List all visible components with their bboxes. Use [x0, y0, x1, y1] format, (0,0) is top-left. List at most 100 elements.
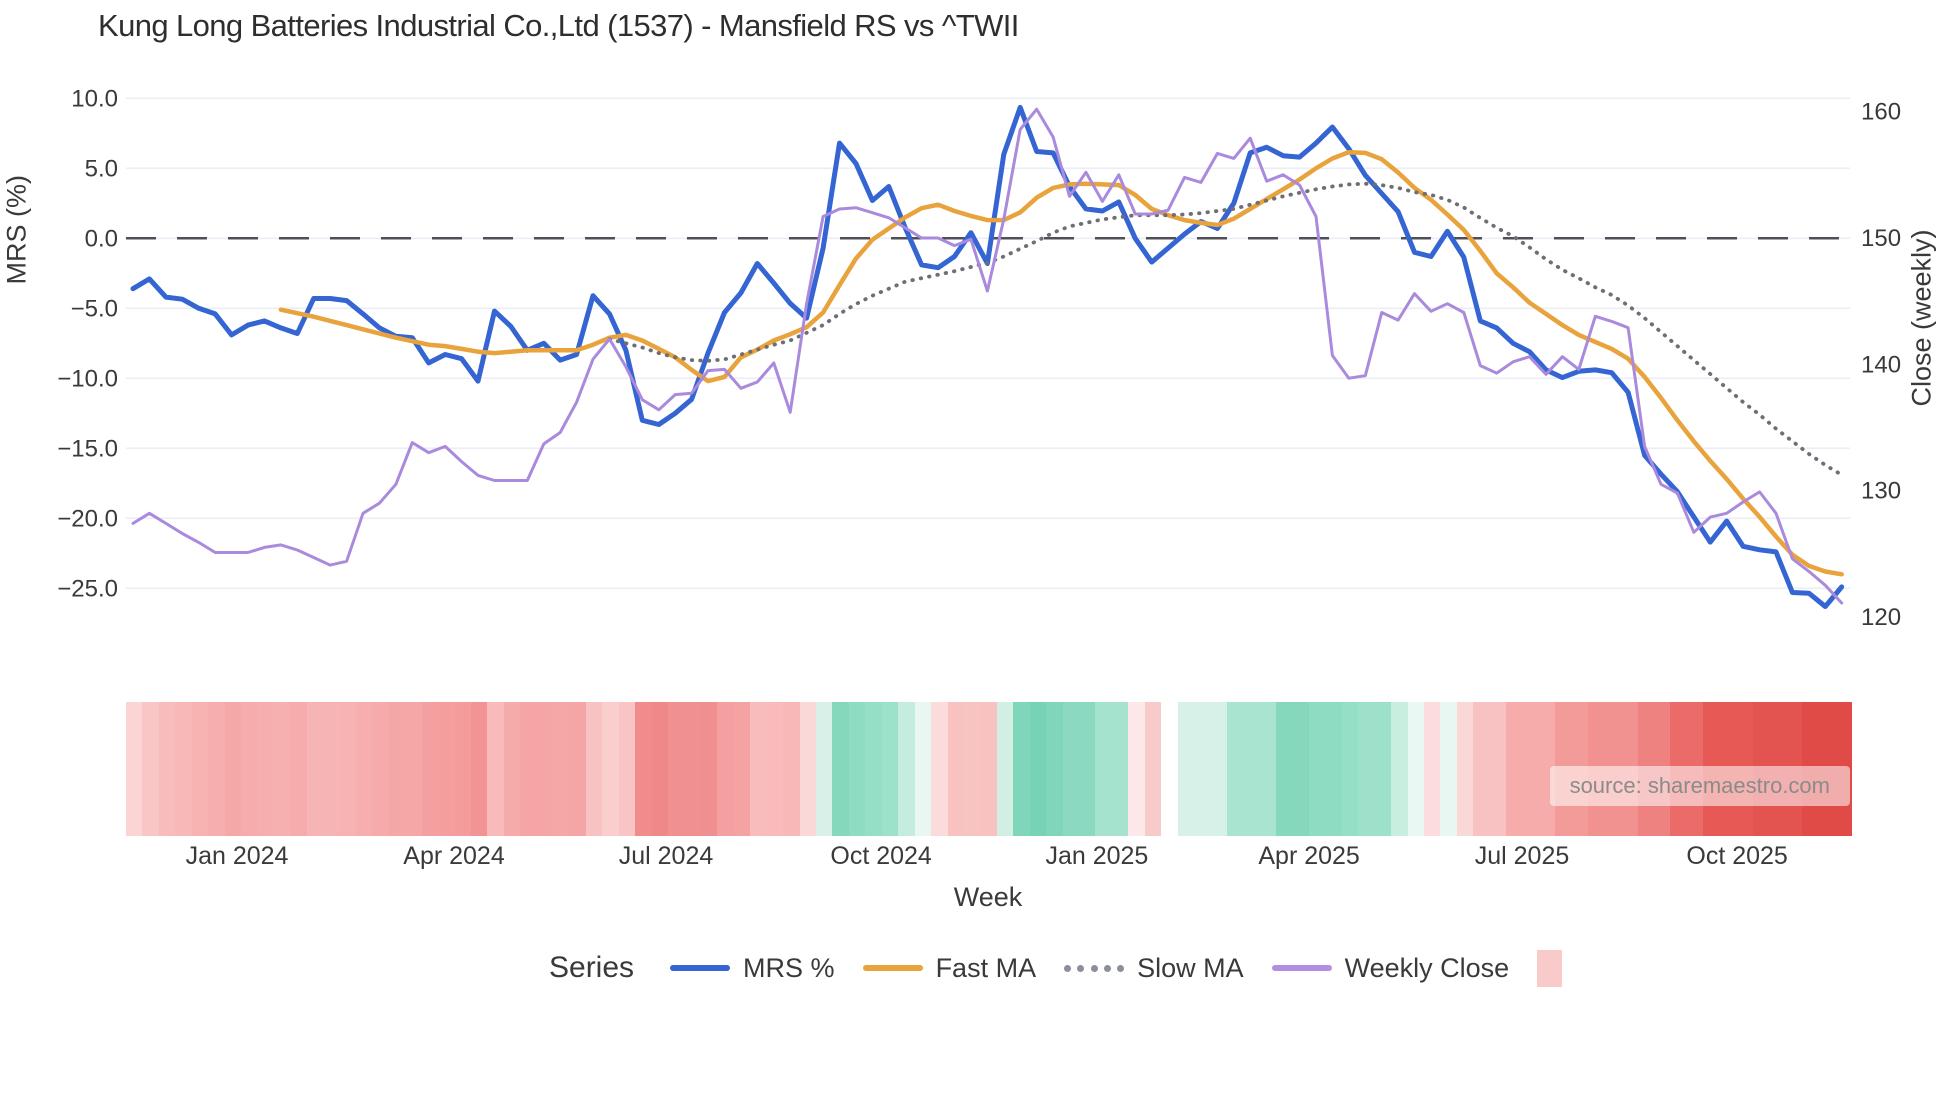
heat-strip-cell — [1473, 702, 1491, 836]
heat-strip-cell — [438, 702, 456, 836]
heat-strip-cell — [701, 702, 719, 836]
heat-strip-cell — [126, 702, 144, 836]
heat-strip-cell — [1111, 702, 1129, 836]
heat-strip-cell — [618, 702, 637, 836]
legend-item-label: Weekly Close — [1344, 952, 1510, 983]
heat-strip-cell — [569, 702, 587, 836]
heat-strip-cell — [1276, 702, 1294, 836]
heat-strip-cell — [224, 702, 242, 836]
x-axis-title: Week — [953, 882, 1023, 912]
heat-strip-cell — [1078, 702, 1097, 836]
heat-swatch-icon — [1537, 949, 1563, 987]
x-tick-labels: Jan 2024 Apr 2024 Jul 2024 Oct 2024 Jan 2025… — [0, 842, 1960, 874]
y-right-tick-label: 150 — [1861, 225, 1901, 252]
legend-item-label: Fast MA — [935, 952, 1037, 983]
heat-strip-cell — [1506, 702, 1524, 836]
heat-strip-cell — [1046, 702, 1064, 836]
line-swatch-icon — [1271, 965, 1332, 971]
fast-ma-line — [278, 149, 1844, 577]
heat-strip-cell — [651, 702, 669, 836]
heat-strip-cell — [487, 702, 505, 836]
heat-strip-cell — [832, 702, 850, 836]
heat-strip-cell — [1325, 702, 1343, 836]
x-tick-label: Oct 2025 — [1686, 842, 1788, 870]
heat-strip-cell — [947, 702, 965, 836]
y-left-tick-label: −25.0 — [57, 575, 118, 602]
slow-ma-line — [607, 181, 1844, 477]
legend-item-weekly-close: Weekly Close — [1271, 952, 1510, 984]
heat-strip-cell — [273, 702, 291, 836]
heat-strip-cell — [1407, 702, 1425, 836]
y-right-tick-label: 130 — [1861, 478, 1901, 505]
heat-strip-cell — [1391, 702, 1409, 836]
heat-strip-cell — [158, 702, 176, 836]
heat-strip-cell — [963, 702, 982, 836]
x-tick-label: Jul 2025 — [1474, 842, 1570, 870]
x-tick-label: Jul 2024 — [618, 842, 714, 870]
heat-strip-cell — [1456, 702, 1474, 836]
heat-strip-cell — [1259, 702, 1277, 836]
heat-strip-cell — [306, 702, 324, 836]
heat-strip-cell — [241, 702, 259, 836]
line-swatch-icon — [862, 965, 923, 971]
heat-strip-cell — [1374, 702, 1392, 836]
x-tick-label: Apr 2025 — [1258, 842, 1360, 870]
heat-strip-cell — [881, 702, 899, 836]
y-axis-right-title: Close (weekly) — [1906, 229, 1937, 407]
heat-strip-cell — [1341, 702, 1359, 836]
line-swatch-icon — [1064, 964, 1125, 972]
heat-strip-cell — [1177, 702, 1195, 836]
heat-strip-cell — [1243, 702, 1261, 836]
mrs-line — [130, 104, 1845, 609]
heat-strip-cell — [1423, 702, 1442, 836]
heat-strip-cell — [717, 702, 735, 836]
legend-item-fast-ma: Fast MA — [862, 952, 1037, 984]
heat-strip-cell — [356, 702, 374, 836]
weekly-close-line — [131, 107, 1844, 605]
y-left-tick-label: −5.0 — [71, 295, 118, 322]
y-left-tick-label: 5.0 — [85, 155, 118, 182]
heat-strip-cell — [586, 702, 604, 836]
heat-strip-cell — [421, 702, 439, 836]
y-left-tick-label: 10.0 — [71, 85, 118, 112]
heat-strip-cell — [1226, 702, 1244, 836]
y-left-tick-label: −20.0 — [57, 505, 118, 532]
chart-title: Kung Long Batteries Industrial Co.,Ltd (… — [98, 8, 1019, 43]
x-tick-label: Apr 2024 — [403, 842, 505, 870]
heat-strip-cell — [553, 702, 571, 836]
heat-strip-cell — [1358, 702, 1376, 836]
heat-strip-cell — [1522, 702, 1540, 836]
heat-strip-cell — [668, 702, 686, 836]
heat-strip-cell — [996, 702, 1014, 836]
heat-strip-cell — [799, 702, 817, 836]
x-tick-label: Oct 2024 — [830, 842, 932, 870]
legend: Series MRS % Fast MA Slow MA Weekly Close — [549, 944, 1563, 992]
y-left-tick-label: −10.0 — [57, 365, 118, 392]
y-axis-left-title: MRS (%) — [1, 175, 32, 285]
heat-strip-cell — [142, 702, 160, 836]
heat-strip-cell — [1489, 702, 1507, 836]
legend-series-label: Series — [549, 951, 635, 984]
heat-strip-cell — [980, 702, 998, 836]
heat-strip-cell — [1161, 702, 1179, 836]
heat-strip-cell — [388, 702, 406, 836]
heat-strip-cell — [372, 702, 390, 836]
heat-strip-cell — [1308, 702, 1327, 836]
y-left-tick-label: 0.0 — [85, 225, 118, 252]
y-right-tick-label: 120 — [1861, 604, 1901, 631]
heat-strip-cell — [684, 702, 702, 836]
legend-item-label: Slow MA — [1137, 952, 1244, 983]
x-tick-label: Jan 2025 — [1045, 842, 1149, 870]
heat-strip-cell — [208, 702, 226, 836]
source-badge: source: sharemaestro.com — [1549, 766, 1850, 806]
x-tick-label: Jan 2024 — [185, 842, 289, 870]
heat-strip-cell — [257, 702, 275, 836]
heat-strip-cell — [520, 702, 538, 836]
heat-strip-cell — [471, 702, 489, 836]
plot-area: 10.0 5.0 0.0 −5.0 −10.0 −15.0 −20.0 −25.0 160 150… — [57, 85, 1901, 631]
heat-strip-cell — [1210, 702, 1228, 836]
heat-strip-cell — [783, 702, 801, 836]
heat-strip-cell — [1193, 702, 1212, 836]
legend-item-slow-ma: Slow MA — [1064, 953, 1244, 984]
heat-strip-cell — [733, 702, 752, 836]
